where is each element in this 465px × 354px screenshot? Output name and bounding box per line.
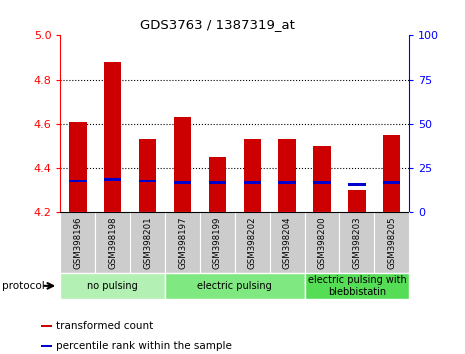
Bar bbox=[200, 212, 235, 273]
Text: GSM398200: GSM398200 bbox=[318, 216, 326, 269]
Text: GSM398205: GSM398205 bbox=[387, 216, 396, 269]
Bar bbox=[60, 273, 165, 298]
Text: GSM398204: GSM398204 bbox=[283, 216, 292, 269]
Bar bbox=[279, 181, 296, 184]
Bar bbox=[41, 345, 53, 347]
Text: electric pulsing: electric pulsing bbox=[198, 281, 272, 291]
Text: electric pulsing with
blebbistatin: electric pulsing with blebbistatin bbox=[307, 275, 406, 297]
Bar bbox=[104, 178, 121, 181]
Bar bbox=[41, 325, 53, 327]
Bar bbox=[174, 117, 191, 212]
Bar bbox=[165, 212, 200, 273]
Bar bbox=[130, 212, 165, 273]
Bar bbox=[339, 212, 374, 273]
Bar bbox=[139, 139, 156, 212]
Text: GSM398196: GSM398196 bbox=[73, 216, 82, 269]
Bar bbox=[209, 181, 226, 184]
Text: no pulsing: no pulsing bbox=[87, 281, 138, 291]
Bar bbox=[104, 62, 121, 212]
Bar bbox=[69, 179, 86, 182]
Bar bbox=[209, 157, 226, 212]
Text: GSM398202: GSM398202 bbox=[248, 216, 257, 269]
Text: GSM398198: GSM398198 bbox=[108, 216, 117, 269]
Bar bbox=[235, 212, 270, 273]
Bar bbox=[383, 135, 400, 212]
Bar bbox=[348, 183, 365, 186]
Bar bbox=[139, 179, 156, 182]
Bar bbox=[348, 190, 365, 212]
Bar bbox=[270, 212, 305, 273]
Bar bbox=[279, 139, 296, 212]
Bar bbox=[244, 139, 261, 212]
Bar bbox=[305, 212, 339, 273]
Text: transformed count: transformed count bbox=[56, 321, 153, 331]
Text: GSM398199: GSM398199 bbox=[213, 216, 222, 269]
Text: GSM398197: GSM398197 bbox=[178, 216, 187, 269]
Text: protocol: protocol bbox=[2, 281, 45, 291]
Bar bbox=[244, 181, 261, 184]
Bar bbox=[69, 122, 86, 212]
Text: GSM398203: GSM398203 bbox=[352, 216, 361, 269]
Bar bbox=[95, 212, 130, 273]
Bar bbox=[60, 212, 95, 273]
Bar bbox=[174, 181, 191, 184]
Title: GDS3763 / 1387319_at: GDS3763 / 1387319_at bbox=[140, 18, 295, 32]
Bar bbox=[313, 146, 331, 212]
Bar bbox=[305, 273, 409, 298]
Bar bbox=[374, 212, 409, 273]
Bar bbox=[383, 181, 400, 184]
Text: GSM398201: GSM398201 bbox=[143, 216, 152, 269]
Bar bbox=[313, 181, 331, 184]
Text: percentile rank within the sample: percentile rank within the sample bbox=[56, 341, 232, 350]
Bar bbox=[165, 273, 305, 298]
